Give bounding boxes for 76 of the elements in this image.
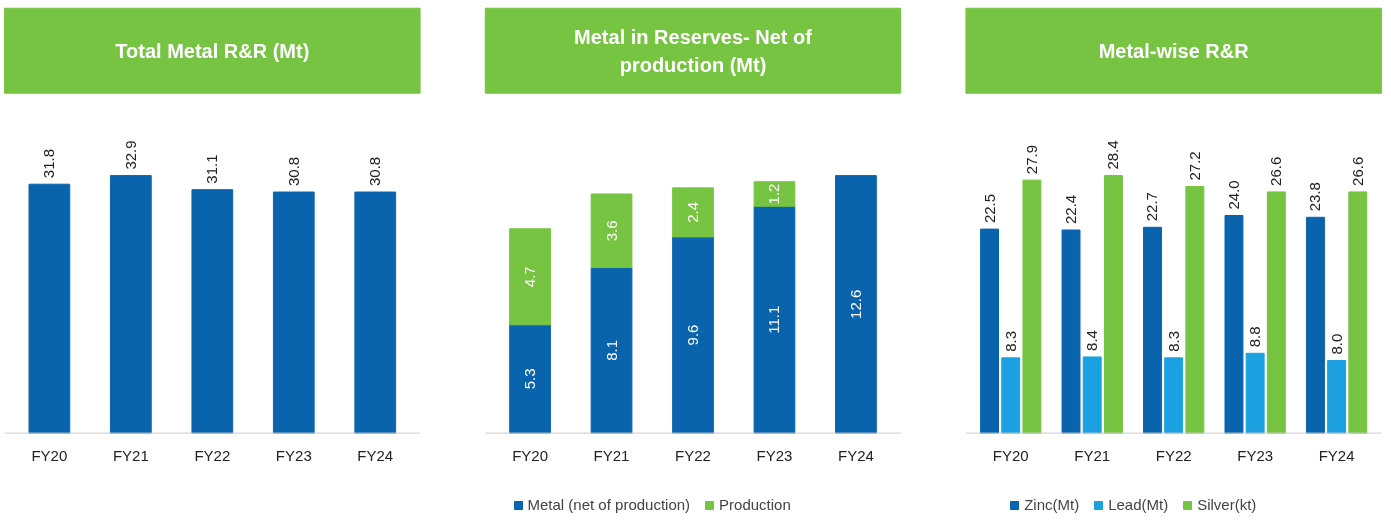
data-label: 23.8: [1306, 182, 1324, 212]
bar: [509, 228, 551, 326]
data-label: 27.2: [1185, 151, 1203, 181]
bar: [590, 193, 633, 269]
data-label: 24.0: [1224, 180, 1242, 210]
bar: [1245, 352, 1265, 434]
x-tick-label: FY24: [1318, 447, 1355, 465]
bar: [1348, 191, 1368, 434]
bar: [672, 187, 714, 238]
data-label: 30.8: [366, 156, 384, 187]
bar: [1082, 356, 1102, 434]
data-label: 2.4: [684, 201, 701, 223]
x-tick-label: FY23: [1237, 447, 1274, 465]
bar: [980, 228, 1000, 434]
data-label: 31.8: [40, 149, 58, 179]
data-label: 3.6: [602, 220, 620, 242]
legend-label: Metal (net of production): [527, 496, 691, 513]
bar: [672, 236, 714, 434]
x-tick-label: FY20: [992, 447, 1029, 465]
data-label: 11.1: [765, 305, 783, 334]
data-label: 31.1: [203, 154, 221, 184]
x-tick-label: FY21: [1074, 447, 1111, 465]
data-label: 8.3: [1001, 330, 1019, 352]
x-tick-label: FY23: [756, 447, 793, 465]
bar: [753, 181, 796, 207]
bar: [1022, 179, 1042, 434]
bar: [1164, 357, 1184, 434]
bar: [1327, 360, 1347, 434]
legend-label: Production: [719, 496, 791, 513]
bar: [1185, 185, 1205, 434]
x-tick-label: FY21: [593, 447, 630, 465]
legend-label: Silver(kt): [1197, 496, 1257, 513]
chart-title: Metal-wise R&R: [1098, 39, 1250, 62]
data-label: 8.3: [1164, 330, 1182, 352]
bar: [835, 175, 877, 434]
x-tick-label: FY24: [838, 447, 874, 465]
data-label: 22.7: [1143, 192, 1161, 222]
data-label: 28.4: [1104, 140, 1122, 170]
data-label: 22.5: [980, 193, 998, 224]
bar: [1103, 175, 1123, 434]
bar: [509, 324, 551, 434]
bar: [1143, 226, 1162, 434]
x-tick-label: FY22: [1155, 447, 1192, 465]
chart-title: Metal in Reserves- Net of production (Mt): [574, 25, 813, 76]
x-tick-label: FY23: [275, 447, 312, 465]
bar: [1224, 214, 1244, 434]
data-label: 26.6: [1267, 156, 1285, 186]
x-tick-label: FY22: [194, 447, 231, 465]
data-label: 4.7: [521, 266, 539, 288]
legend-label: Zinc(Mt): [1024, 496, 1080, 513]
bar: [1266, 191, 1286, 434]
x-tick-label: FY20: [31, 447, 68, 465]
data-label: 8.0: [1327, 333, 1345, 355]
data-label: 1.2: [765, 183, 783, 205]
x-tick-label: FY24: [357, 447, 394, 465]
data-label: 26.6: [1348, 156, 1366, 186]
bar: [1061, 229, 1081, 434]
data-label: 30.8: [284, 156, 302, 187]
bar: [1001, 357, 1021, 434]
bar: [753, 205, 796, 434]
data-label: 8.4: [1083, 330, 1101, 351]
data-label: 9.6: [684, 324, 701, 346]
x-tick-label: FY20: [512, 447, 548, 465]
bar: [590, 267, 633, 434]
x-tick-label: FY22: [675, 447, 711, 465]
data-label: 12.6: [846, 289, 864, 319]
data-label: 27.9: [1022, 144, 1040, 175]
x-tick-label: FY21: [112, 447, 149, 465]
bar: [1305, 216, 1325, 434]
legend-label: Lead(Mt): [1108, 496, 1169, 513]
data-label: 32.9: [121, 140, 139, 170]
chart-title: Total Metal R&R (Mt): [115, 39, 310, 62]
data-label: 8.8: [1246, 326, 1264, 348]
data-label: 8.1: [602, 339, 620, 361]
data-label: 22.4: [1062, 194, 1080, 224]
data-label: 5.3: [521, 368, 539, 390]
